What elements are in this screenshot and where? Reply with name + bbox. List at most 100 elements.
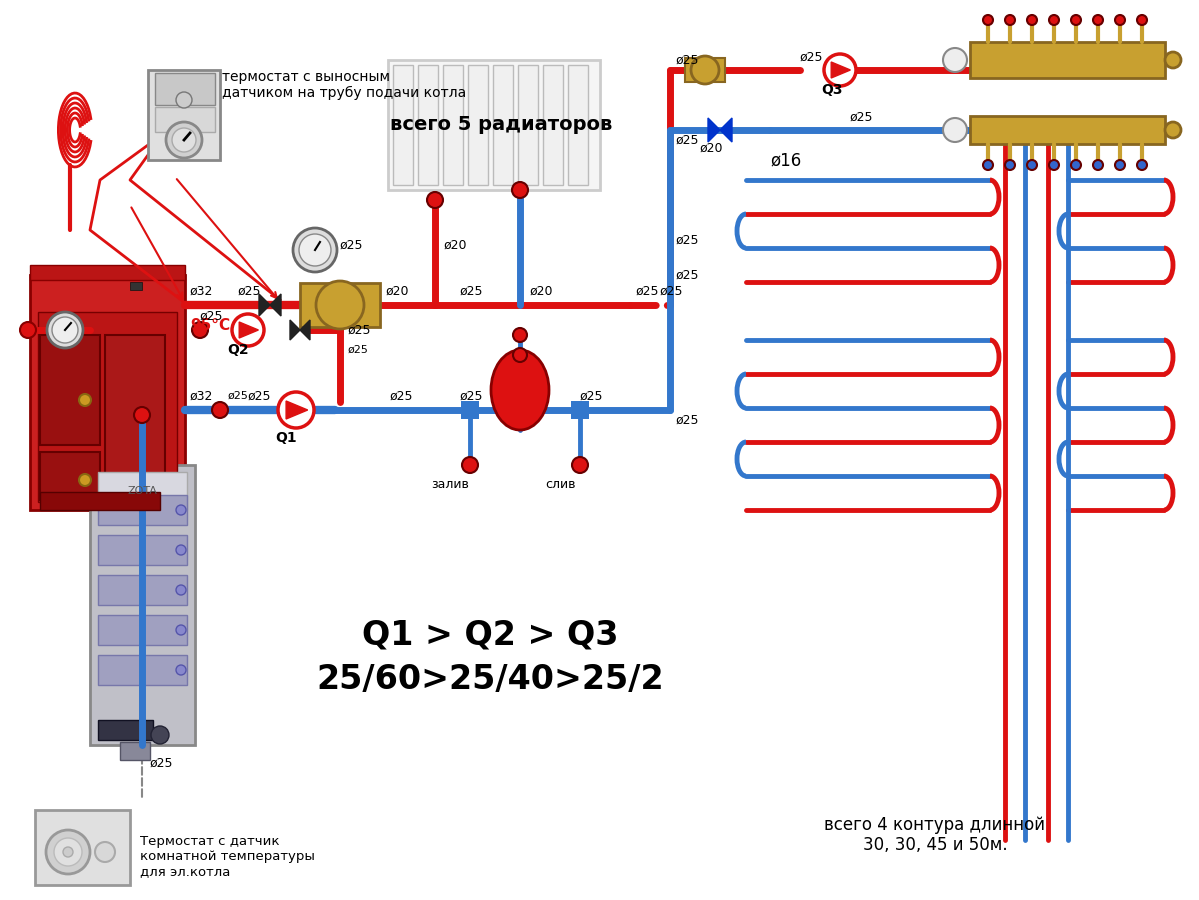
Text: Q1: Q1: [276, 431, 297, 445]
Text: ø25: ø25: [460, 284, 483, 298]
Circle shape: [1049, 160, 1059, 170]
Text: Q1 > Q2 > Q3: Q1 > Q2 > Q3: [362, 618, 619, 652]
Circle shape: [572, 457, 588, 473]
Bar: [30, 265, 185, 280]
Bar: [38, 312, 177, 502]
Text: слив: слив: [544, 479, 576, 491]
Circle shape: [278, 392, 314, 428]
Text: ø25: ø25: [675, 233, 699, 247]
Circle shape: [1137, 160, 1147, 170]
Circle shape: [192, 322, 207, 338]
Text: ø25: ø25: [348, 323, 372, 337]
Text: всего 5 радиаторов: всего 5 радиаторов: [390, 115, 613, 134]
Bar: [460, 401, 478, 419]
Circle shape: [176, 92, 192, 108]
Text: ø25: ø25: [850, 111, 874, 123]
Bar: [155, 73, 215, 105]
Bar: [442, 65, 463, 185]
Circle shape: [1115, 160, 1125, 170]
Bar: [418, 65, 438, 185]
Circle shape: [176, 665, 186, 675]
Bar: [120, 742, 150, 760]
Text: ø25: ø25: [675, 133, 699, 147]
Bar: [35, 810, 129, 885]
Polygon shape: [707, 118, 721, 142]
Circle shape: [1093, 15, 1103, 25]
Text: 25/60>25/40>25/2: 25/60>25/40>25/2: [317, 663, 664, 697]
Bar: [40, 452, 100, 500]
Circle shape: [1028, 160, 1037, 170]
Polygon shape: [721, 118, 733, 142]
Circle shape: [46, 830, 90, 874]
Polygon shape: [290, 320, 300, 340]
Bar: [106, 335, 165, 500]
Text: ø25: ø25: [348, 345, 369, 355]
Circle shape: [427, 192, 442, 208]
Polygon shape: [287, 401, 308, 419]
Circle shape: [1028, 15, 1037, 25]
Bar: [147, 70, 219, 160]
Text: ø25: ø25: [659, 284, 683, 298]
Circle shape: [64, 847, 73, 857]
Circle shape: [691, 56, 719, 84]
Bar: [98, 575, 187, 605]
Circle shape: [983, 15, 993, 25]
Circle shape: [79, 474, 91, 486]
Text: ø25: ø25: [248, 390, 271, 402]
Circle shape: [212, 402, 228, 418]
Bar: [30, 275, 185, 510]
Bar: [129, 282, 141, 290]
Text: ZOTA: ZOTA: [127, 486, 157, 496]
Circle shape: [513, 348, 528, 362]
Circle shape: [1049, 15, 1059, 25]
Circle shape: [1005, 160, 1016, 170]
Circle shape: [165, 122, 201, 158]
Circle shape: [824, 54, 856, 86]
Text: Q2: Q2: [227, 343, 249, 357]
Circle shape: [1165, 122, 1181, 138]
Circle shape: [95, 842, 115, 862]
Circle shape: [79, 394, 91, 406]
Bar: [155, 107, 215, 132]
Bar: [98, 495, 187, 525]
Bar: [468, 65, 488, 185]
Text: ø25: ø25: [800, 50, 824, 64]
Text: ø25: ø25: [675, 413, 699, 427]
Circle shape: [176, 585, 186, 595]
Bar: [568, 65, 588, 185]
Bar: [543, 65, 564, 185]
Text: ø25: ø25: [635, 284, 658, 298]
Circle shape: [1071, 15, 1081, 25]
Bar: [98, 655, 187, 685]
Polygon shape: [259, 294, 270, 316]
Circle shape: [512, 182, 528, 198]
Text: термостат с выносным
датчиком на трубу подачи котла: термостат с выносным датчиком на трубу п…: [222, 70, 466, 100]
Bar: [98, 472, 187, 510]
Bar: [40, 335, 100, 445]
Text: 95°C: 95°C: [189, 318, 230, 332]
Text: ø20: ø20: [700, 141, 723, 155]
Circle shape: [1005, 15, 1016, 25]
Bar: [90, 465, 195, 745]
Circle shape: [176, 505, 186, 515]
Circle shape: [983, 160, 993, 170]
Bar: [970, 42, 1165, 78]
Circle shape: [231, 314, 264, 346]
Bar: [98, 615, 187, 645]
Polygon shape: [239, 322, 259, 338]
Circle shape: [47, 312, 83, 348]
Circle shape: [1115, 15, 1125, 25]
Circle shape: [1165, 52, 1181, 68]
Text: ø25: ø25: [390, 390, 414, 402]
Circle shape: [942, 48, 968, 72]
Circle shape: [134, 407, 150, 423]
Polygon shape: [270, 294, 281, 316]
Text: залив: залив: [432, 479, 469, 491]
Text: ø25: ø25: [237, 284, 261, 298]
Text: ø25: ø25: [228, 391, 249, 401]
Bar: [518, 65, 538, 185]
Text: ø20: ø20: [385, 284, 409, 298]
Circle shape: [20, 322, 36, 338]
Bar: [98, 535, 187, 565]
Circle shape: [1093, 160, 1103, 170]
